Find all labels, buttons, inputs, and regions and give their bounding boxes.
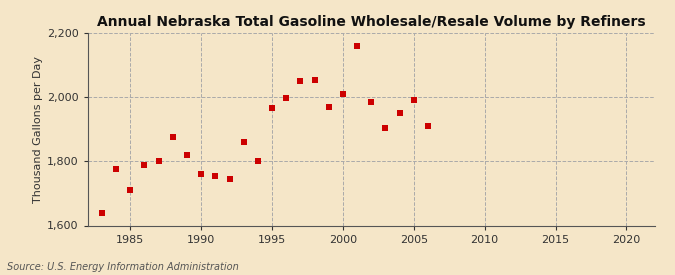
Point — [281, 96, 292, 100]
Title: Annual Nebraska Total Gasoline Wholesale/Resale Volume by Refiners: Annual Nebraska Total Gasoline Wholesale… — [97, 15, 645, 29]
Point — [252, 159, 263, 164]
Point — [238, 140, 249, 144]
Point — [167, 135, 178, 139]
Point — [323, 104, 334, 109]
Point — [366, 100, 377, 104]
Point — [153, 159, 164, 164]
Point — [352, 44, 362, 48]
Point — [380, 125, 391, 130]
Point — [423, 124, 433, 128]
Point — [408, 98, 419, 103]
Point — [182, 153, 192, 157]
Point — [338, 92, 348, 96]
Y-axis label: Thousand Gallons per Day: Thousand Gallons per Day — [33, 56, 43, 203]
Point — [267, 106, 277, 111]
Point — [139, 162, 150, 167]
Point — [196, 172, 207, 176]
Point — [97, 211, 107, 216]
Text: Source: U.S. Energy Information Administration: Source: U.S. Energy Information Administ… — [7, 262, 238, 272]
Point — [309, 77, 320, 82]
Point — [224, 177, 235, 181]
Point — [295, 79, 306, 83]
Point — [111, 167, 122, 172]
Point — [125, 188, 136, 192]
Point — [394, 111, 405, 116]
Point — [210, 174, 221, 178]
